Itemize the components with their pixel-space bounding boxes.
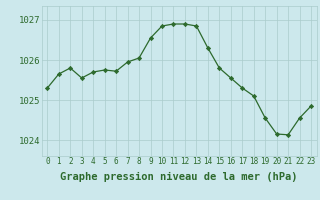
X-axis label: Graphe pression niveau de la mer (hPa): Graphe pression niveau de la mer (hPa) [60,172,298,182]
